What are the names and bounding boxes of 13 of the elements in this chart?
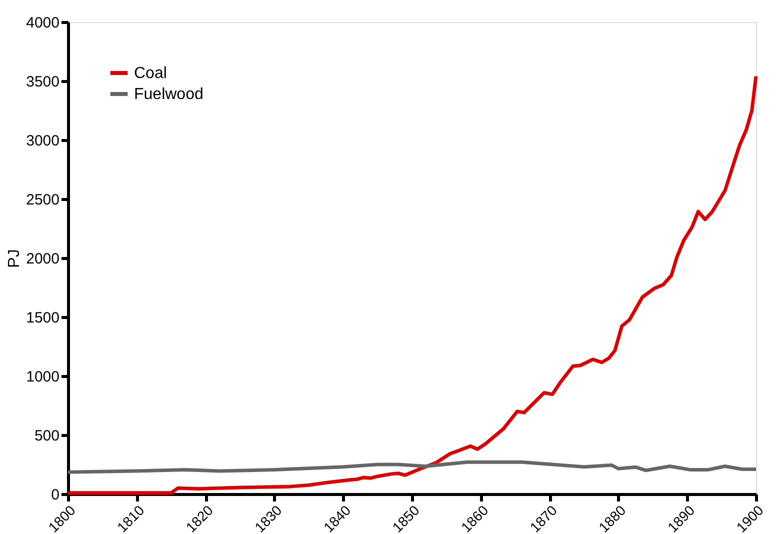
- legend-label: Coal: [134, 65, 167, 82]
- y-tick-label: 500: [34, 428, 60, 444]
- y-tick-label: 4000: [26, 14, 60, 32]
- y-axis-title: PJ: [6, 249, 24, 268]
- y-tick-label: 3000: [26, 132, 60, 150]
- y-tick-label: 2000: [26, 250, 60, 268]
- y-tick-label: 1500: [26, 310, 60, 326]
- legend-label: Fuelwood: [134, 86, 204, 103]
- y-tick-label: 2500: [26, 192, 60, 208]
- y-tick-label: 0: [51, 486, 60, 504]
- line-series: [66, 460, 758, 474]
- y-tick-label: 1000: [26, 368, 60, 386]
- y-tick-label: 3500: [26, 74, 60, 90]
